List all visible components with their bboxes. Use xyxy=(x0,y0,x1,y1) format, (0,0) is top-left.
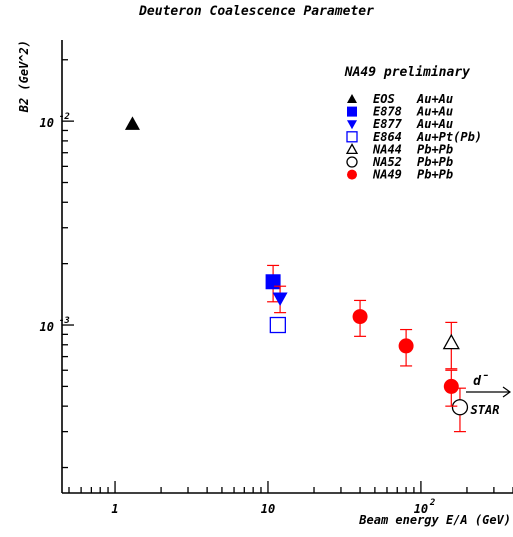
y-tick-label: 10 xyxy=(40,116,54,130)
y-tick-label: 10 xyxy=(40,320,54,334)
x-tick-label: 10 xyxy=(261,502,275,516)
data-point-e878 xyxy=(265,274,281,290)
x-axis-label: Beam energy E/A (GeV) xyxy=(358,513,511,527)
legend-label-eos: EOS xyxy=(373,92,395,106)
legend-label-na44: NA44 xyxy=(372,142,402,156)
legend-label-e877: E877 xyxy=(373,117,403,131)
legend-system-e878: Au+Au xyxy=(416,105,453,119)
star-arrow-head xyxy=(502,386,512,398)
legend-label-na49: NA49 xyxy=(372,168,402,182)
data-point-na44 xyxy=(442,333,460,350)
data-point-na49 xyxy=(398,338,414,354)
legend-marker-na49 xyxy=(347,169,357,180)
chart-title: Deuteron Coalescence Parameter xyxy=(139,4,374,19)
data-point-eos xyxy=(124,116,140,130)
legend-label-e878: E878 xyxy=(373,105,402,119)
x-tick-label: 10 xyxy=(414,502,428,516)
legend-label-na52: NA52 xyxy=(372,155,402,169)
legend-marker-na44 xyxy=(345,143,359,155)
y-tick-label-exponent: -3 xyxy=(59,316,70,326)
preliminary-annotation: NA49 preliminary xyxy=(344,65,470,80)
legend-marker-e864 xyxy=(346,131,358,143)
y-tick-label-exponent: -2 xyxy=(59,112,70,122)
data-point-e864 xyxy=(269,316,286,334)
legend-system-eos: Au+Au xyxy=(416,92,453,106)
legend-system-na52: Pb+Pb xyxy=(417,155,453,169)
legend-marker-e877 xyxy=(347,120,357,130)
legend-marker-na52 xyxy=(346,156,358,168)
y-axis-label: B2 (GeV^2) xyxy=(17,40,31,113)
star-dbar-label: d̄ xyxy=(473,374,489,389)
legend-marker-eos xyxy=(347,94,357,103)
legend-system-na49: Pb+Pb xyxy=(417,168,453,182)
legend-system-na44: Pb+Pb xyxy=(417,142,453,156)
legend-system-e877: Au+Au xyxy=(416,117,453,131)
x-tick-label-exponent: 2 xyxy=(429,498,435,508)
data-point-na52 xyxy=(451,399,469,416)
legend-marker-e878 xyxy=(347,106,357,117)
star-label: STAR xyxy=(471,403,500,417)
legend-system-e864: Au+Pt(Pb) xyxy=(416,130,482,144)
legend-label-e864: E864 xyxy=(373,130,402,144)
data-point-na49 xyxy=(352,309,368,325)
data-point-e877 xyxy=(272,292,288,306)
data-point-na49 xyxy=(443,378,459,394)
x-tick-label: 1 xyxy=(111,502,118,516)
